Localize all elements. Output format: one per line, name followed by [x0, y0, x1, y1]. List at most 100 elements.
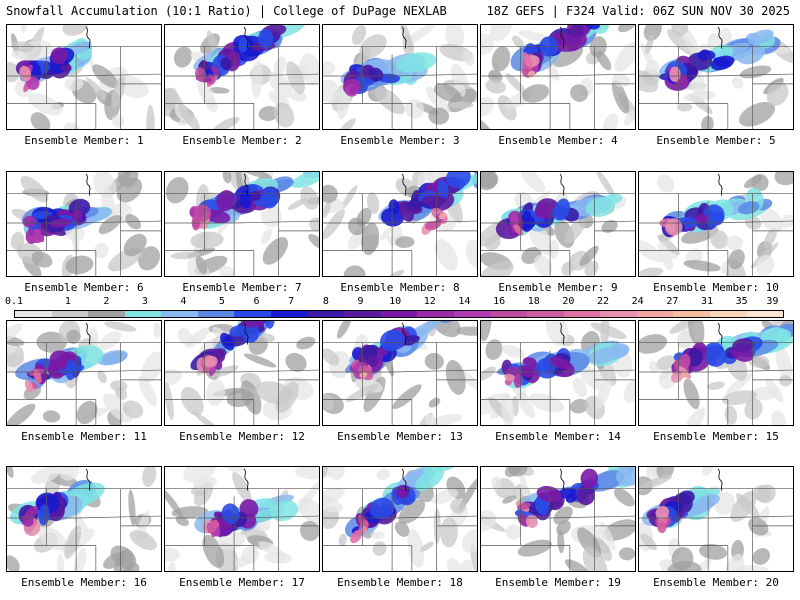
chart-title: Snowfall Accumulation (10:1 Ratio) | Col… [6, 4, 447, 18]
member-map-13[interactable] [322, 320, 478, 426]
member-label-1: Ensemble Member: 1 [24, 134, 144, 147]
member-panel-14[interactable]: Ensemble Member: 14 [480, 320, 636, 450]
member-label-2: Ensemble Member: 2 [182, 134, 302, 147]
member-label-19: Ensemble Member: 19 [495, 576, 621, 589]
member-panel-10[interactable]: Ensemble Member: 10 [638, 171, 794, 301]
scale-tick: 5 [218, 296, 225, 307]
member-map-12[interactable] [164, 320, 320, 426]
scale-swatch [673, 311, 710, 317]
member-panel-6[interactable]: Ensemble Member: 6 [6, 171, 162, 301]
scale-tick: 27 [666, 296, 679, 307]
member-label-14: Ensemble Member: 14 [495, 430, 621, 443]
scale-tick: 9 [357, 296, 364, 307]
member-map-6[interactable] [6, 171, 162, 277]
scale-swatch [746, 311, 784, 317]
member-map-15[interactable] [638, 320, 794, 426]
member-label-3: Ensemble Member: 3 [340, 134, 460, 147]
member-label-18: Ensemble Member: 18 [337, 576, 463, 589]
row-2: Ensemble Member: 6 Ensemble Member: 7 En… [6, 171, 794, 301]
scale-swatch [527, 311, 564, 317]
member-label-20: Ensemble Member: 20 [653, 576, 779, 589]
member-map-2[interactable] [164, 24, 320, 130]
scale-swatch [51, 311, 89, 317]
member-panel-20[interactable]: Ensemble Member: 20 [638, 466, 794, 596]
member-label-16: Ensemble Member: 16 [21, 576, 147, 589]
member-map-5[interactable] [638, 24, 794, 130]
member-panel-9[interactable]: Ensemble Member: 9 [480, 171, 636, 301]
member-label-11: Ensemble Member: 11 [21, 430, 147, 443]
color-scale-bar [14, 310, 784, 318]
member-panel-15[interactable]: Ensemble Member: 15 [638, 320, 794, 450]
member-panel-18[interactable]: Ensemble Member: 18 [322, 466, 478, 596]
scale-swatch [307, 311, 345, 317]
scale-tick: 0.1 [4, 296, 24, 307]
scale-swatch [197, 311, 235, 317]
member-panel-11[interactable]: Ensemble Member: 11 [6, 320, 162, 450]
ensemble-grid: Ensemble Member: 1 Ensemble Member: 2 En… [6, 24, 794, 594]
scale-tick: 14 [458, 296, 471, 307]
member-panel-19[interactable]: Ensemble Member: 19 [480, 466, 636, 596]
scale-tick: 31 [700, 296, 714, 307]
scale-swatch [600, 311, 637, 317]
member-panel-4[interactable]: Ensemble Member: 4 [480, 24, 636, 154]
member-panel-5[interactable]: Ensemble Member: 5 [638, 24, 794, 154]
member-map-4[interactable] [480, 24, 636, 130]
row-3: Ensemble Member: 11 Ensemble Member: 12 … [6, 320, 794, 450]
member-panel-2[interactable]: Ensemble Member: 2 [164, 24, 320, 154]
member-map-18[interactable] [322, 466, 478, 572]
member-panel-17[interactable]: Ensemble Member: 17 [164, 466, 320, 596]
member-map-16[interactable] [6, 466, 162, 572]
scale-tick: 2 [103, 296, 110, 307]
scale-swatch [636, 311, 674, 317]
member-label-13: Ensemble Member: 13 [337, 430, 463, 443]
member-map-3[interactable] [322, 24, 478, 130]
scale-tick: 1 [64, 296, 71, 307]
member-map-20[interactable] [638, 466, 794, 572]
member-label-6: Ensemble Member: 6 [24, 281, 144, 294]
member-panel-3[interactable]: Ensemble Member: 3 [322, 24, 478, 154]
member-map-11[interactable] [6, 320, 162, 426]
member-map-14[interactable] [480, 320, 636, 426]
scale-tick: 3 [141, 296, 148, 307]
member-map-17[interactable] [164, 466, 320, 572]
member-map-19[interactable] [480, 466, 636, 572]
member-panel-12[interactable]: Ensemble Member: 12 [164, 320, 320, 450]
member-panel-7[interactable]: Ensemble Member: 7 [164, 171, 320, 301]
member-map-7[interactable] [164, 171, 320, 277]
scale-swatch [124, 311, 162, 317]
scale-swatch [344, 311, 381, 317]
color-scale-legend: 0.1 1 2 3 4 5 6 7 8 9 10 12 14 16 18 20 … [5, 296, 784, 320]
member-map-10[interactable] [638, 171, 794, 277]
member-map-8[interactable] [322, 171, 478, 277]
member-label-10: Ensemble Member: 10 [653, 281, 779, 294]
member-label-9: Ensemble Member: 9 [498, 281, 618, 294]
member-label-4: Ensemble Member: 4 [498, 134, 618, 147]
scale-tick: 7 [288, 296, 295, 307]
run-info: 18Z GEFS | F324 Valid: 06Z SUN NOV 30 20… [486, 4, 790, 18]
scale-tick: 35 [735, 296, 748, 307]
member-panel-1[interactable]: Ensemble Member: 1 [6, 24, 162, 154]
member-map-9[interactable] [480, 171, 636, 277]
scale-swatch [417, 311, 454, 317]
member-panel-13[interactable]: Ensemble Member: 13 [322, 320, 478, 450]
scale-tick: 24 [631, 296, 644, 307]
scale-swatch [88, 311, 125, 317]
scale-swatch [15, 311, 52, 317]
scale-tick: 4 [180, 296, 187, 307]
scale-tick: 16 [493, 296, 506, 307]
scale-tick: 20 [562, 296, 575, 307]
scale-tick: 10 [389, 296, 402, 307]
member-map-1[interactable] [6, 24, 162, 130]
member-panel-8[interactable]: Ensemble Member: 8 [322, 171, 478, 301]
row-4: Ensemble Member: 16 Ensemble Member: 17 … [6, 466, 794, 596]
member-label-12: Ensemble Member: 12 [179, 430, 305, 443]
member-label-15: Ensemble Member: 15 [653, 430, 779, 443]
scale-swatch [563, 311, 601, 317]
member-panel-16[interactable]: Ensemble Member: 16 [6, 466, 162, 596]
scale-tick: 6 [253, 296, 260, 307]
color-scale-ticks: 0.1 1 2 3 4 5 6 7 8 9 10 12 14 16 18 20 … [5, 296, 784, 309]
scale-swatch [271, 311, 308, 317]
scale-swatch [234, 311, 272, 317]
scale-swatch [161, 311, 198, 317]
scale-tick: 18 [527, 296, 540, 307]
